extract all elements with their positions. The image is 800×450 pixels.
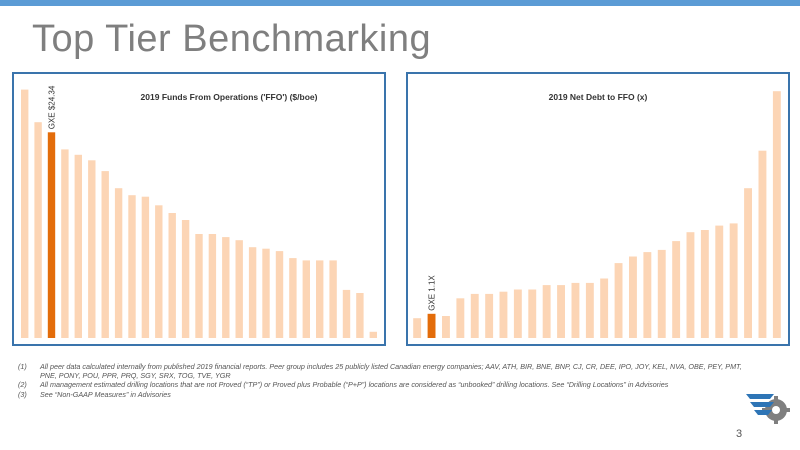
bar (456, 298, 465, 338)
bar (485, 293, 494, 338)
bar (499, 291, 508, 338)
net-debt-chart-panel: 2019 Net Debt to FFO (x) GXE 1.1X (406, 72, 790, 346)
bar (235, 240, 243, 338)
bar (275, 251, 284, 338)
bar (528, 289, 537, 338)
bar (542, 285, 551, 338)
page-number: 3 (736, 428, 743, 440)
bar (208, 234, 217, 338)
bar (744, 188, 752, 338)
ffo-chart-title: 2019 Funds From Operations ('FFO') ($/bo… (140, 92, 318, 102)
bar (74, 154, 82, 338)
bar (128, 195, 136, 338)
bar (302, 260, 310, 338)
bar (88, 160, 96, 338)
bar (700, 230, 709, 338)
highlight-bar (427, 313, 436, 338)
bar (248, 247, 257, 338)
footnote-2: (2) All management estimated drilling loc… (18, 380, 669, 390)
bar (262, 248, 270, 338)
bar (356, 293, 364, 338)
ffo-chart-panel: 2019 Funds From Operations ('FFO') ($/bo… (12, 72, 386, 346)
footnote-1: (1) All peer data calculated internally f… (18, 362, 742, 381)
bar (181, 220, 190, 338)
bar (114, 188, 123, 338)
page-title: Top Tier Benchmarking (32, 18, 432, 60)
bar (672, 241, 681, 338)
bar (195, 234, 203, 338)
ffo-bar-chart: GXE $24.34 (21, 85, 377, 338)
bar (61, 149, 69, 338)
bar (470, 293, 479, 338)
bar (772, 91, 781, 338)
bar (715, 225, 724, 338)
bar (513, 289, 522, 338)
footnotes: (1) All peer data calculated internally f… (18, 362, 758, 399)
highlight-data-label: GXE 1.1X (428, 275, 437, 311)
bar (643, 252, 652, 338)
bar (316, 260, 324, 338)
footnote-3: (3) See “Non-GAAP Measures” in Advisories (18, 389, 171, 399)
highlight-bar (47, 132, 56, 338)
top-accent-bar (0, 0, 800, 6)
net-debt-chart-title: 2019 Net Debt to FFO (x) (548, 92, 648, 102)
bar (600, 278, 609, 338)
bar (222, 237, 230, 338)
bar (141, 196, 150, 338)
bar (34, 122, 42, 338)
bar (729, 223, 738, 338)
bar (101, 171, 109, 338)
bar (557, 285, 565, 338)
bar (686, 232, 695, 338)
bar (442, 316, 450, 338)
bar (155, 205, 163, 338)
highlight-data-label: GXE $24.34 (48, 85, 57, 129)
bar (289, 258, 297, 338)
bar (629, 256, 637, 338)
bar (21, 89, 29, 338)
bar (657, 249, 666, 338)
bar (585, 282, 594, 338)
bar (614, 263, 623, 338)
bar (369, 331, 377, 338)
bar (413, 318, 422, 338)
bar (342, 289, 351, 338)
company-logo-icon (746, 394, 790, 424)
bar (329, 260, 337, 338)
bar (758, 150, 767, 338)
bar (168, 213, 176, 338)
net-debt-bar-chart: GXE 1.1X (413, 91, 781, 338)
bar (571, 282, 580, 338)
